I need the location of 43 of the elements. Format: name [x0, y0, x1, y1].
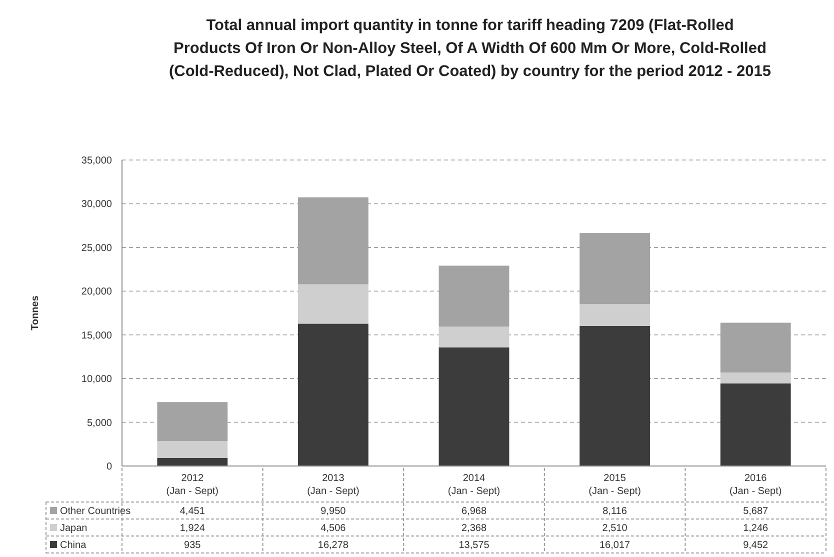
data-label: 9,950: [320, 506, 346, 517]
y-axis-title: Tonnes: [30, 295, 41, 330]
y-tick-label: 25,000: [81, 242, 112, 254]
data-label: 935: [184, 540, 202, 551]
bar: [157, 441, 228, 458]
x-tick-label: 2012 (Jan - Sept): [166, 473, 219, 497]
data-label: 1,924: [180, 523, 206, 534]
data-label: 8,116: [602, 506, 628, 517]
data-label: 2,368: [461, 523, 487, 534]
legend-label: Other Countries: [60, 506, 131, 517]
bar: [298, 324, 368, 466]
y-tick-label: 20,000: [81, 286, 112, 298]
y-tick-label: 0: [106, 462, 112, 472]
data-label: 2,510: [602, 523, 628, 534]
legend-label: China: [60, 540, 87, 551]
y-tick-label: 30,000: [81, 199, 112, 210]
x-tick-label: 2016 (Jan - Sept): [729, 473, 782, 497]
data-label: 5,687: [743, 506, 769, 517]
data-label: 16,017: [600, 540, 631, 551]
legend-label: Japan: [60, 523, 88, 534]
bar: [157, 458, 228, 466]
bar: [720, 372, 791, 384]
chart-title: Total annual import quantity in tonne for tariff heading 7209 (Flat-Rolled Products Of Iron Or Non-Alloy Steel, Of A Width Of 600 Mm Or More, Cold-Rolled (Cold-Reduced), Not Clad, Plated Or Coated) by country for the period 2012 - 2015: [168, 17, 772, 80]
bar: [438, 347, 510, 466]
y-tick-label: 15,000: [81, 330, 112, 342]
bar: [438, 326, 510, 348]
x-tick-label: 2013 (Jan - Sept): [307, 473, 360, 497]
x-tick-label: 2014 (Jan - Sept): [448, 473, 500, 497]
y-tick-label: 5,000: [86, 418, 112, 429]
data-label: 16,278: [318, 540, 349, 551]
data-label: 9,452: [743, 540, 769, 551]
y-tick-label: 10,000: [81, 374, 112, 386]
data-label: 1,246: [743, 523, 769, 534]
bar: [580, 326, 650, 466]
data-label: 4,451: [180, 506, 206, 517]
data-label: 13,575: [458, 540, 490, 551]
bar: [580, 304, 650, 326]
data-label: 6,968: [461, 506, 487, 517]
bar: [298, 284, 368, 324]
bar: [720, 383, 791, 466]
y-tick-label: 35,000: [81, 156, 112, 166]
x-tick-label: 2015 (Jan - Sept): [588, 473, 641, 497]
data-label: 4,506: [320, 523, 346, 534]
